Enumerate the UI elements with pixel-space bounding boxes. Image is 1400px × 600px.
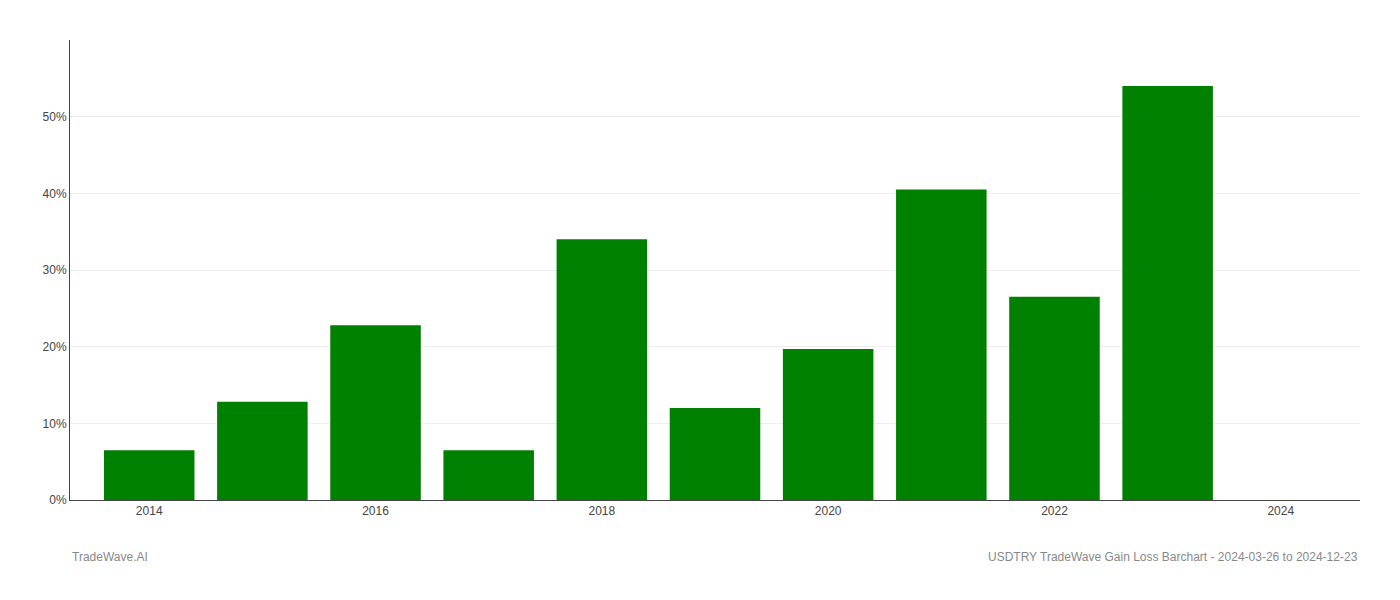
svg-text:50%: 50% <box>43 110 67 124</box>
svg-text:20%: 20% <box>43 340 67 354</box>
svg-text:2020: 2020 <box>815 504 842 518</box>
svg-text:2022: 2022 <box>1041 504 1068 518</box>
svg-text:2016: 2016 <box>362 504 389 518</box>
svg-text:0%: 0% <box>49 493 67 507</box>
svg-text:USDTRY TradeWave Gain Loss Bar: USDTRY TradeWave Gain Loss Barchart - 20… <box>988 550 1358 564</box>
svg-text:40%: 40% <box>43 187 67 201</box>
svg-text:2024: 2024 <box>1267 504 1294 518</box>
svg-text:2018: 2018 <box>588 504 615 518</box>
svg-text:TradeWave.AI: TradeWave.AI <box>72 550 148 564</box>
svg-text:10%: 10% <box>43 417 67 431</box>
svg-text:2014: 2014 <box>136 504 163 518</box>
svg-text:30%: 30% <box>43 263 67 277</box>
